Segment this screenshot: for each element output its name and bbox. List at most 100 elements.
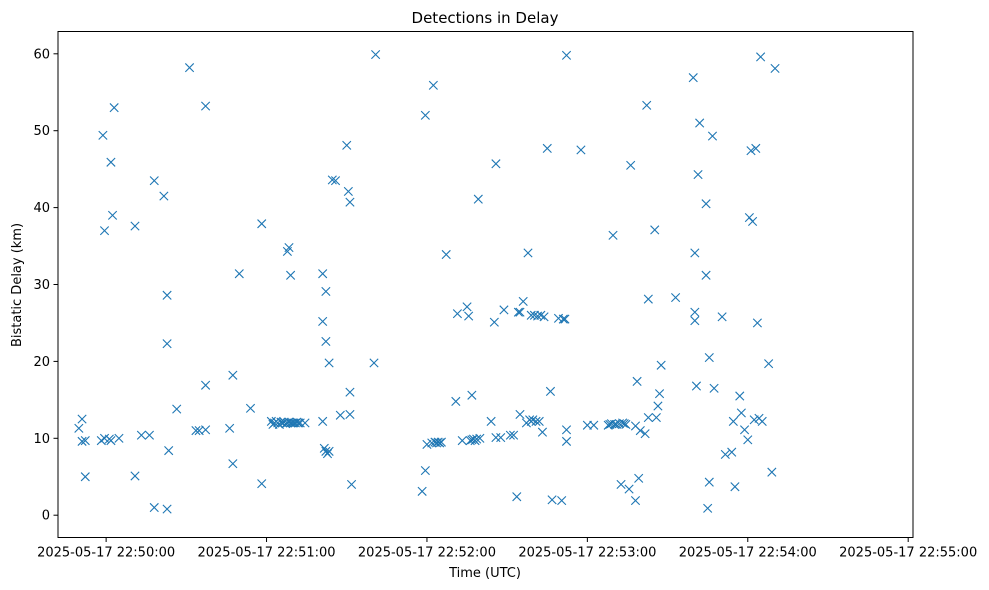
data-point-marker	[295, 418, 305, 428]
data-point-marker	[80, 472, 90, 482]
data-point-marker	[529, 310, 540, 320]
data-point-marker	[200, 380, 211, 390]
data-point-marker	[99, 226, 110, 236]
data-point-marker	[464, 311, 474, 321]
data-point-marker	[531, 416, 541, 426]
data-point-marker	[626, 160, 636, 170]
data-point-marker	[420, 110, 430, 120]
data-point-marker	[462, 302, 472, 312]
x-tick-label: 2025-05-17 22:50:00	[37, 546, 175, 561]
data-point-marker	[707, 131, 718, 141]
data-point-marker	[701, 270, 711, 280]
data-point-marker	[318, 269, 328, 279]
x-tick-label: 2025-05-17 22:51:00	[197, 546, 335, 561]
data-point-marker	[172, 404, 182, 414]
data-point-marker	[671, 292, 681, 303]
data-point-marker	[589, 420, 599, 430]
data-point-marker	[200, 101, 211, 111]
data-point-marker	[473, 194, 483, 204]
data-point-marker	[342, 140, 352, 150]
data-point-marker	[608, 230, 618, 240]
data-point-marker	[159, 191, 169, 201]
data-point-marker	[136, 430, 147, 440]
data-point-marker	[701, 199, 711, 209]
data-point-marker	[475, 433, 485, 443]
data-point-marker	[770, 63, 780, 74]
data-point-marker	[635, 426, 645, 436]
data-point-marker	[643, 294, 653, 304]
data-point-marker	[560, 314, 570, 324]
data-points	[74, 49, 780, 514]
x-tick-label: 2025-05-17 22:53:00	[518, 546, 656, 561]
data-point-marker	[343, 186, 353, 197]
data-point-marker	[690, 248, 700, 258]
data-point-marker	[515, 409, 525, 420]
data-point-marker	[523, 248, 533, 258]
data-point-marker	[228, 370, 238, 380]
data-point-marker	[257, 479, 267, 489]
data-point-marker	[289, 418, 299, 428]
data-point-marker	[634, 473, 644, 483]
data-point-marker	[582, 420, 592, 430]
data-point-marker	[757, 416, 767, 426]
data-point-marker	[327, 175, 337, 185]
x-tick-label: 2025-05-17 22:52:00	[358, 546, 496, 561]
data-point-marker	[728, 416, 738, 426]
data-point-marker	[547, 495, 557, 505]
y-tick-label: 30	[33, 278, 50, 293]
data-point-marker	[621, 419, 631, 430]
data-point-marker	[467, 390, 477, 400]
data-point-marker	[286, 270, 296, 280]
data-point-marker	[764, 359, 774, 369]
data-point-marker	[451, 396, 461, 406]
data-point-marker	[640, 429, 650, 439]
data-point-marker	[756, 52, 766, 62]
data-point-marker	[346, 479, 357, 490]
data-point-marker	[704, 352, 714, 363]
data-point-marker	[77, 436, 87, 446]
data-point-marker	[457, 436, 467, 446]
data-point-marker	[234, 269, 244, 279]
data-point-marker	[420, 466, 430, 476]
data-point-marker	[557, 495, 567, 506]
data-point-marker	[321, 336, 331, 346]
y-tick-label: 40	[33, 201, 50, 216]
data-point-marker	[730, 482, 740, 492]
data-point-marker	[616, 479, 626, 490]
data-point-marker	[576, 145, 586, 155]
data-point-marker	[695, 118, 705, 128]
data-point-marker	[109, 103, 119, 113]
data-point-marker	[225, 423, 235, 433]
data-point-marker	[80, 436, 90, 446]
data-point-marker	[472, 434, 482, 444]
data-point-marker	[441, 249, 451, 260]
data-point-marker	[345, 409, 355, 420]
data-point-marker	[319, 443, 329, 453]
data-point-marker	[619, 419, 629, 429]
data-point-marker	[162, 290, 172, 300]
data-point-marker	[324, 358, 334, 368]
data-point-marker	[558, 314, 568, 324]
data-point-marker	[98, 130, 108, 140]
data-point-marker	[630, 495, 641, 506]
data-point-marker	[435, 438, 445, 448]
data-point-marker	[290, 418, 300, 428]
data-point-marker	[736, 408, 746, 418]
data-point-marker	[164, 446, 174, 456]
y-tick-label: 20	[33, 355, 50, 370]
data-point-marker	[345, 387, 355, 397]
data-point-marker	[433, 437, 443, 447]
data-point-marker	[739, 425, 750, 435]
data-point-marker	[200, 425, 211, 435]
data-point-marker	[642, 100, 652, 110]
data-point-marker	[489, 317, 499, 327]
data-point-marker	[651, 412, 661, 423]
data-point-marker	[539, 312, 549, 322]
data-point-marker	[144, 430, 155, 440]
data-point-marker	[512, 492, 522, 502]
x-tick-label: 2025-05-17 22:54:00	[679, 546, 817, 561]
data-point-marker	[561, 425, 572, 435]
data-point-marker	[300, 418, 310, 428]
